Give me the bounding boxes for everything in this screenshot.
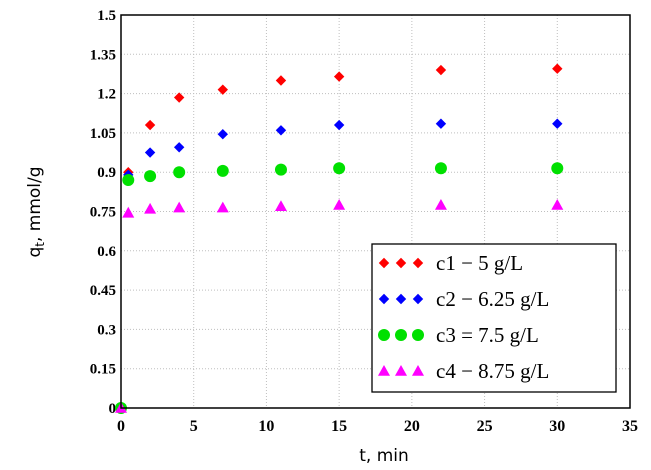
data-point — [551, 162, 564, 175]
y-axis-title: qt, mmol/g — [25, 166, 47, 257]
legend-marker — [412, 257, 424, 269]
data-point — [333, 71, 345, 82]
legend-marker — [378, 293, 390, 305]
x-tick-label: 30 — [549, 418, 565, 435]
data-point — [144, 147, 156, 158]
legend-marker — [395, 257, 407, 269]
legend-marker — [378, 329, 390, 341]
legend-marker — [395, 293, 407, 305]
data-point — [173, 201, 186, 213]
legend-label: c1 − 5 g/L — [436, 251, 523, 275]
plot-frame — [120, 14, 631, 409]
x-tick-label: 25 — [477, 418, 493, 435]
legend-label: c4 − 8.75 g/L — [436, 359, 549, 383]
y-tick-label: 0.3 — [97, 322, 116, 338]
data-point — [434, 162, 447, 175]
y-tick-label: 0.6 — [97, 244, 116, 260]
data-point — [275, 75, 287, 86]
y-tick-label: 0.15 — [90, 362, 116, 378]
y-axis-title-rest: , mmol/g — [25, 166, 45, 242]
legend-marker — [378, 365, 390, 376]
x-tick-label: 35 — [622, 418, 638, 435]
data-point — [275, 125, 287, 136]
y-tick-labels: 0 0.15 0.3 0.45 0.6 0.75 0.9 1.05 1.2 1.35 1.5 — [90, 8, 117, 417]
y-tick-label: 0.75 — [90, 205, 116, 221]
data-point — [435, 64, 447, 76]
data-point — [144, 170, 157, 183]
x-tick-label: 15 — [331, 418, 347, 435]
y-tick-label: 1.05 — [90, 126, 116, 142]
x-axis-title: t, min — [359, 446, 409, 466]
data-point — [122, 174, 135, 187]
y-tick-label: 0.9 — [97, 165, 116, 181]
data-point — [434, 198, 447, 210]
data-point — [173, 142, 185, 153]
x-tick-label: 20 — [404, 418, 420, 435]
legend-entry-4: c4 − 8.75 g/L — [378, 359, 549, 383]
data-point — [274, 163, 287, 176]
data-point — [144, 202, 157, 214]
legend-box — [371, 243, 617, 393]
y-tick-label: 1.5 — [97, 8, 116, 24]
legend-marker — [412, 293, 424, 305]
data-point — [333, 119, 345, 131]
legend-label: c2 − 6.25 g/L — [436, 287, 549, 311]
legend: c1 − 5 g/L c2 − 6.25 g/L c3 = 7.5 g/L c4 − … — [371, 243, 617, 393]
data-point — [217, 129, 228, 140]
legend-entry-3: c3 = 7.5 g/L — [378, 323, 539, 347]
data-point — [551, 198, 564, 210]
y-tick-label: 0.45 — [90, 283, 116, 299]
y-axis-title-sub: t — [33, 242, 47, 247]
data-point — [216, 164, 229, 177]
data-point — [435, 118, 447, 129]
legend-marker — [378, 257, 390, 269]
y-tick-label: 1.2 — [97, 87, 116, 103]
x-tick-label: 5 — [190, 418, 198, 435]
y-tick-label: 0 — [109, 401, 117, 417]
data-point — [122, 206, 135, 218]
data-point — [552, 63, 563, 74]
legend-marker — [395, 329, 407, 341]
legend-marker — [412, 365, 424, 376]
y-tick-label: 1.35 — [90, 47, 116, 63]
data-point — [216, 201, 229, 213]
legend-entry-1: c1 − 5 g/L — [378, 251, 523, 275]
data-point — [173, 92, 185, 103]
data-point — [333, 162, 346, 175]
data-point — [144, 119, 156, 131]
x-tick-labels: 0 5 10 15 20 25 30 35 — [117, 418, 638, 435]
data-point — [333, 198, 346, 210]
x-tick-label: 10 — [258, 418, 274, 435]
legend-marker — [412, 329, 424, 341]
data-point — [217, 84, 228, 95]
y-axis-title-main: q — [25, 247, 45, 258]
legend-marker — [395, 365, 407, 376]
data-point — [552, 118, 563, 129]
legend-entry-2: c2 − 6.25 g/L — [378, 287, 549, 311]
x-tick-label: 0 — [117, 418, 125, 435]
data-point — [173, 166, 186, 179]
legend-label: c3 = 7.5 g/L — [436, 323, 539, 347]
data-point — [274, 200, 287, 212]
